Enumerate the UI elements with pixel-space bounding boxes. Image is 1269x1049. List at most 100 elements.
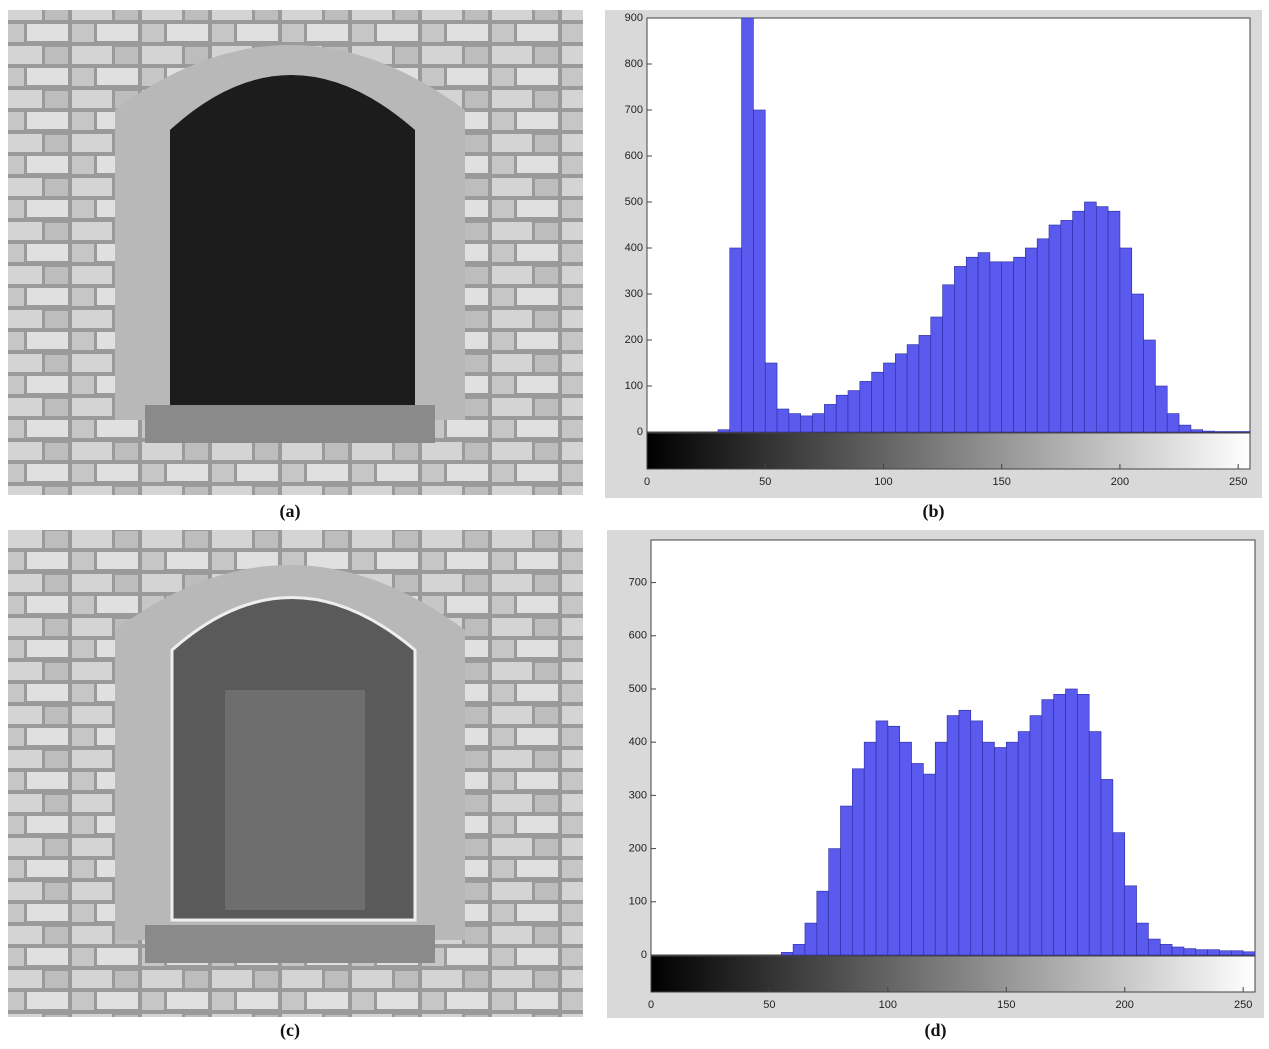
- bar: [907, 345, 919, 432]
- y-tick-label: 200: [625, 334, 643, 346]
- y-tick-label: 600: [625, 150, 643, 162]
- x-tick-label: 250: [1229, 476, 1247, 488]
- bar: [1243, 952, 1255, 955]
- bar: [789, 414, 801, 432]
- y-tick-label: 300: [625, 288, 643, 300]
- bar: [718, 430, 730, 432]
- y-tick-label: 400: [629, 736, 647, 748]
- bar: [1132, 294, 1144, 432]
- bar: [900, 742, 912, 955]
- y-tick-label: 500: [629, 683, 647, 695]
- bar: [966, 257, 978, 432]
- bar: [1155, 386, 1167, 432]
- bar: [923, 774, 935, 955]
- bar: [852, 769, 864, 955]
- bar: [876, 721, 888, 955]
- bar: [990, 262, 1002, 432]
- x-tick-label: 200: [1111, 476, 1129, 488]
- x-tick-label: 0: [648, 999, 654, 1011]
- bar: [829, 849, 841, 955]
- bar: [1096, 207, 1108, 432]
- y-tick-label: 500: [625, 196, 643, 208]
- bar: [872, 372, 884, 432]
- bar: [1037, 239, 1049, 432]
- bar: [1219, 951, 1231, 955]
- bar: [1089, 732, 1101, 955]
- y-tick-label: 600: [629, 630, 647, 642]
- bar: [1160, 944, 1172, 955]
- bar: [824, 404, 836, 432]
- bar: [954, 266, 966, 432]
- bar: [895, 354, 907, 432]
- bar: [931, 317, 943, 432]
- bar: [765, 363, 777, 432]
- bar: [1042, 700, 1054, 955]
- bar: [1108, 211, 1120, 432]
- image-a: [8, 10, 583, 495]
- bar: [983, 742, 995, 955]
- bar: [1137, 923, 1149, 955]
- y-tick-label: 700: [625, 104, 643, 116]
- bar: [971, 721, 983, 955]
- y-tick-label: 0: [637, 426, 643, 438]
- x-tick-label: 0: [644, 476, 650, 488]
- bar: [1231, 951, 1243, 955]
- bar: [817, 891, 829, 955]
- x-tick-label: 150: [993, 476, 1011, 488]
- bar: [935, 742, 947, 955]
- caption: (b): [923, 501, 945, 522]
- y-tick-label: 200: [629, 842, 647, 854]
- bar: [793, 944, 805, 955]
- bar: [1049, 225, 1061, 432]
- bar: [912, 763, 924, 955]
- x-tick-label: 100: [879, 999, 897, 1011]
- x-tick-label: 150: [997, 999, 1015, 1011]
- bar: [1125, 886, 1137, 955]
- bar: [860, 381, 872, 432]
- bar: [1179, 425, 1191, 432]
- bar: [1184, 949, 1196, 955]
- y-tick-label: 100: [625, 380, 643, 392]
- bar: [864, 742, 876, 955]
- bar: [781, 952, 793, 955]
- bar: [1167, 414, 1179, 432]
- y-tick-label: 800: [625, 58, 643, 70]
- bar: [1066, 689, 1078, 955]
- colorbar: [647, 433, 1250, 469]
- bar: [943, 285, 955, 432]
- y-tick-label: 300: [629, 789, 647, 801]
- y-tick-label: 400: [625, 242, 643, 254]
- bar: [1120, 248, 1132, 432]
- y-tick-label: 100: [629, 896, 647, 908]
- y-tick-label: 900: [625, 12, 643, 24]
- bar: [836, 395, 848, 432]
- bar: [730, 248, 742, 432]
- y-tick-label: 700: [629, 576, 647, 588]
- bar: [883, 363, 895, 432]
- bar: [1025, 248, 1037, 432]
- bar: [1101, 779, 1113, 955]
- bar: [1018, 732, 1030, 955]
- bar: [1002, 262, 1014, 432]
- colorbar: [651, 956, 1255, 992]
- bar: [959, 710, 971, 955]
- bar: [805, 923, 817, 955]
- bar: [1073, 211, 1085, 432]
- bar: [1208, 950, 1220, 955]
- y-tick-label: 0: [641, 949, 647, 961]
- bar: [1054, 694, 1066, 955]
- bar: [1113, 833, 1125, 955]
- bar: [888, 726, 900, 955]
- bar: [1144, 340, 1156, 432]
- bar: [978, 253, 990, 432]
- bar: [1061, 220, 1073, 432]
- bar: [1203, 431, 1215, 432]
- bar: [848, 391, 860, 432]
- bar: [801, 416, 813, 432]
- bar: [994, 748, 1006, 956]
- bar: [742, 18, 754, 432]
- caption: (a): [280, 501, 301, 522]
- bar: [1172, 947, 1184, 955]
- bar: [840, 806, 852, 955]
- bar: [1148, 939, 1160, 955]
